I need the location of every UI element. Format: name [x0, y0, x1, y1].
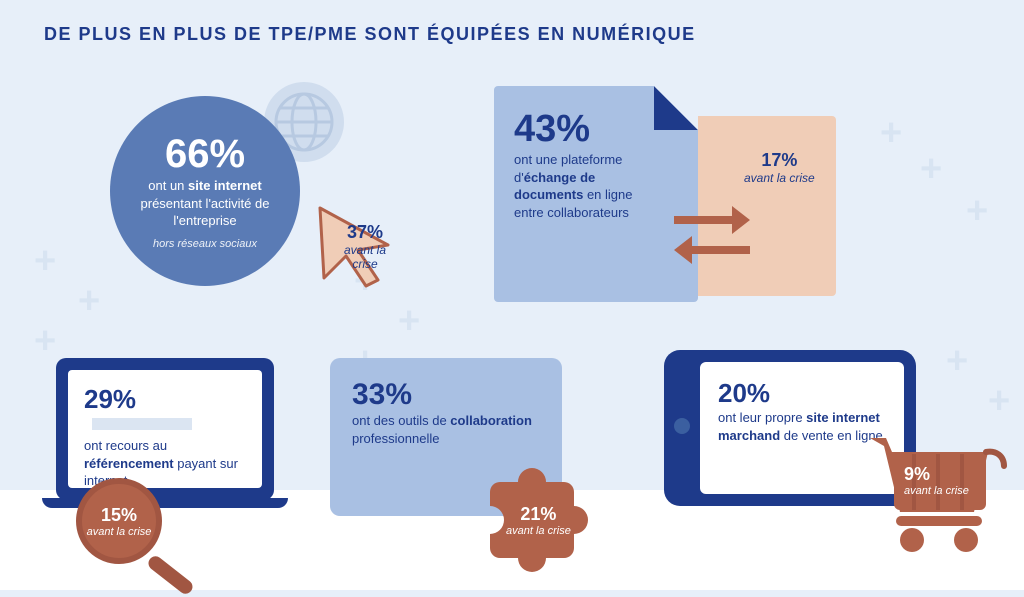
before-pct: 17%	[744, 150, 815, 171]
plus-decoration: +	[988, 380, 1010, 423]
tablet-button-icon	[674, 418, 690, 434]
stat-desc: ont une plateforme d'échange de document…	[514, 151, 654, 221]
progress-bar	[92, 418, 192, 430]
page-fold-icon	[654, 86, 698, 130]
stat-doc-exchange: 43% ont une plateforme d'échange de docu…	[494, 86, 698, 302]
before-badge-docs: 17% avant la crise	[744, 150, 815, 185]
before-label: avant la crise	[330, 243, 400, 271]
plus-decoration: +	[946, 340, 968, 383]
before-label: avant la crise	[506, 525, 571, 537]
before-label: avant la crise	[744, 171, 815, 185]
stat-desc: ont des outils de collaboration professi…	[352, 412, 540, 447]
before-badge-collab: 21% avant la crise	[470, 452, 610, 585]
stat-note: hors réseaux sociaux	[153, 238, 257, 250]
stat-circle-internet: 66% ont un site internet présentant l'ac…	[110, 96, 300, 286]
plus-decoration: +	[34, 240, 56, 283]
plus-decoration: +	[966, 190, 988, 233]
swap-arrows-icon	[664, 196, 754, 266]
stat-pct: 29%	[84, 384, 136, 415]
page-title: DE PLUS EN PLUS DE TPE/PME SONT ÉQUIPÉES…	[44, 24, 696, 45]
before-badge-ecommerce: 9% avant la crise	[858, 420, 1008, 575]
stat-pct: 33%	[352, 378, 540, 412]
before-label: avant la crise	[904, 485, 969, 497]
stat-desc: ont un site internet présentant l'activi…	[128, 177, 282, 230]
before-pct: 9%	[904, 464, 969, 485]
before-pct: 21%	[506, 504, 571, 525]
plus-decoration: +	[398, 300, 420, 343]
plus-decoration: +	[34, 320, 56, 363]
plus-decoration: +	[920, 148, 942, 191]
plus-decoration: +	[78, 280, 100, 323]
stat-pct: 20%	[718, 378, 886, 409]
before-pct: 37%	[330, 222, 400, 243]
before-badge-internet: 37% avant la crise	[300, 190, 400, 295]
stat-seo: 29% ont recours au référencement payant …	[68, 370, 262, 488]
before-pct: 15%	[101, 505, 137, 526]
before-label: avant la crise	[87, 526, 152, 538]
plus-decoration: +	[880, 112, 902, 155]
stat-pct: 66%	[165, 132, 245, 177]
before-badge-seo: 15% avant la crise	[76, 478, 162, 564]
